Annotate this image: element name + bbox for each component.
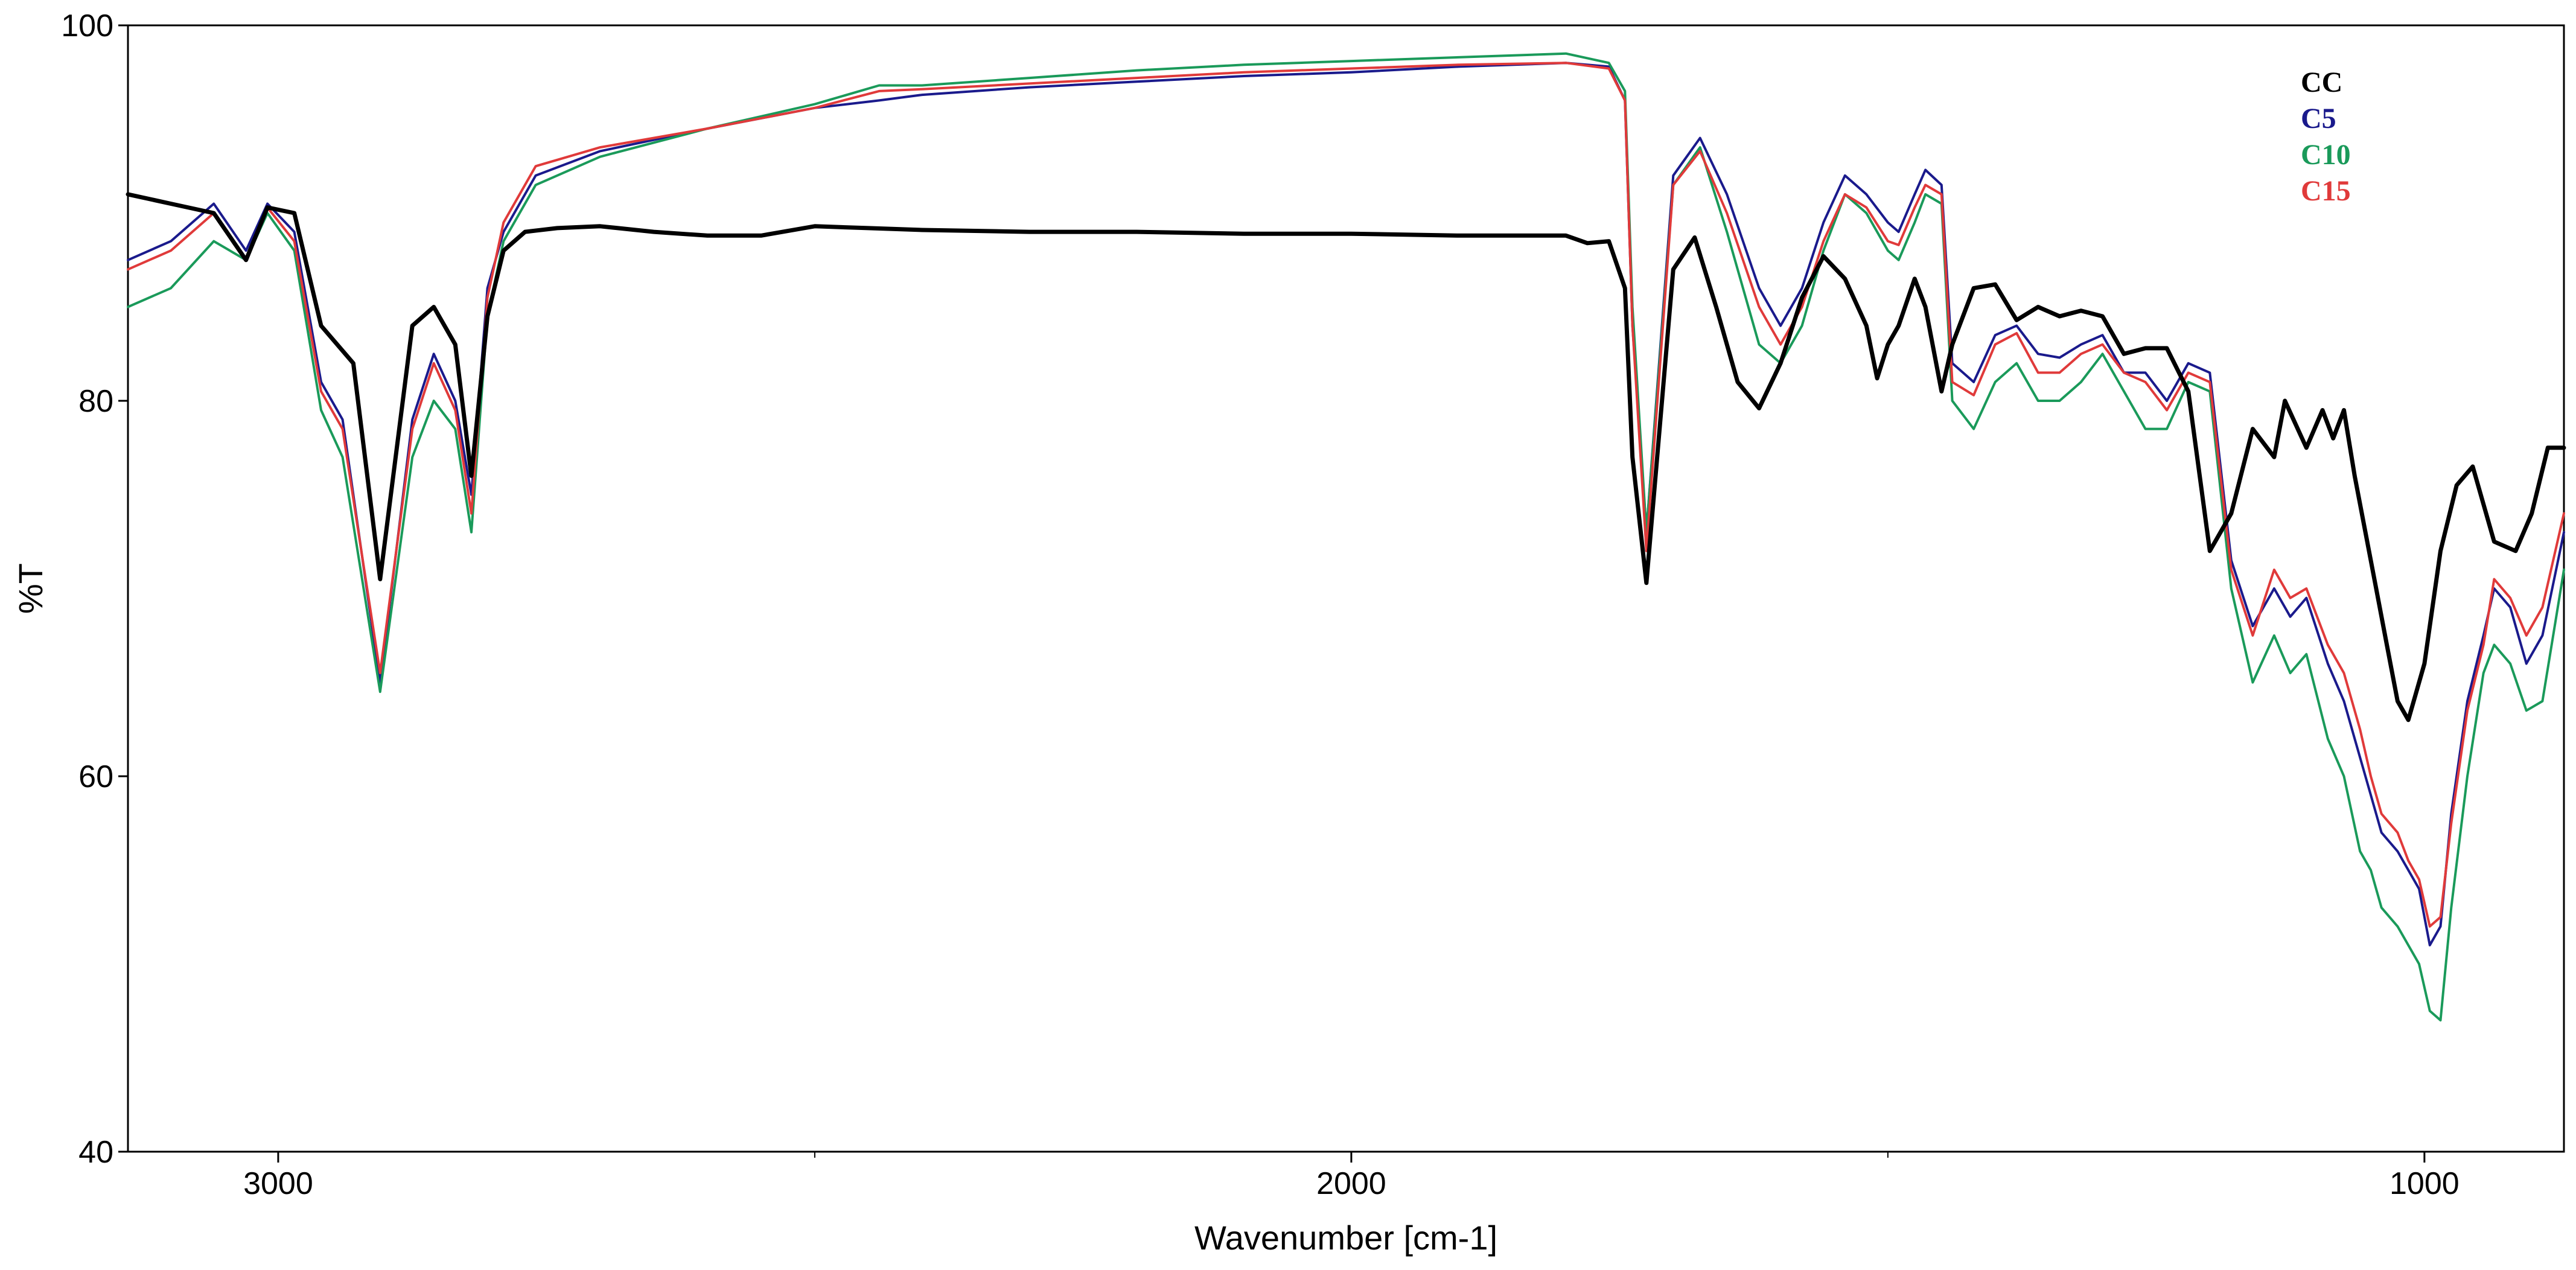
y-tick-label-60: 60 [78,759,113,794]
legend: CC C5 C10 C15 [2301,66,2351,207]
x-tick-label-2000: 2000 [1316,1166,1386,1201]
x-axis-title: Wavenumber [cm-1] [1194,1219,1497,1257]
series-line-c10 [127,52,2565,1022]
series-line-cc [126,192,2566,723]
legend-entry-c15: C15 [2301,175,2351,207]
y-tick-label-40: 40 [78,1135,113,1170]
legend-entry-c10: C10 [2301,139,2351,171]
plot-area-frame [127,24,2565,1153]
y-axis-title: %T [11,563,49,614]
series-line-c15 [127,62,2565,928]
series-lines [126,52,2566,1022]
legend-entry-cc: CC [2301,66,2342,98]
x-tick-label-3000: 3000 [243,1166,313,1201]
x-axis: 3000 2000 1000 [243,1152,2460,1201]
y-tick-label-100: 100 [61,8,113,43]
x-tick-label-1000: 1000 [2389,1166,2460,1201]
y-axis: 40 60 80 100 [61,8,128,1170]
series-line-c5 [127,62,2565,946]
legend-entry-c5: C5 [2301,103,2336,135]
y-tick-label-80: 80 [78,384,113,419]
